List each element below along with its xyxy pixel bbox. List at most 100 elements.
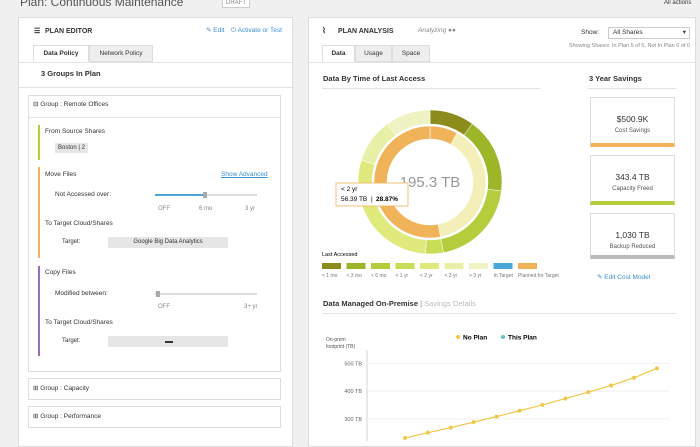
slider-label: OFF — [158, 206, 170, 212]
point — [563, 396, 568, 401]
legend-label: < 6 mo — [371, 273, 387, 279]
slider-label: 3 yr — [245, 206, 256, 212]
group-header[interactable]: ⊟ Group : Remote Offices — [33, 101, 109, 108]
point — [632, 375, 636, 380]
group-count: 3 Groups In Plan — [41, 69, 101, 78]
savings-card: $500.9K Cost Savings — [590, 97, 675, 147]
legend-dot — [456, 335, 460, 339]
section-title: To Target Cloud/Shares — [45, 319, 113, 326]
tooltip-label: < 2 yr — [341, 186, 358, 193]
edit-cost-text[interactable]: Edit Cost Model — [604, 274, 651, 281]
group-box[interactable] — [28, 406, 281, 428]
y-tick-label: 400 TB — [344, 389, 362, 395]
card-value: 343.4 TB — [615, 172, 650, 182]
show-advanced[interactable]: Show Advanced — [221, 171, 268, 178]
legend-swatch — [444, 263, 464, 269]
tab[interactable]: Network Policy — [89, 45, 153, 62]
point — [425, 430, 430, 435]
y-axis-label: footprint (TB) — [326, 344, 356, 350]
analysis-status: Analyzing ●● — [418, 27, 456, 34]
group-name[interactable]: Group : Performance — [40, 413, 101, 420]
field-label: Modified between: — [55, 290, 108, 297]
group-header[interactable]: ⊞ Group : Performance — [33, 413, 101, 420]
group-name[interactable]: Group : Capacity — [40, 385, 90, 392]
legend-swatch — [469, 263, 488, 269]
section-title: Move Files — [45, 171, 77, 178]
savings-title: 3 Year Savings — [589, 74, 642, 83]
point — [517, 408, 522, 413]
edit-cost-model[interactable]: ✎ Edit Cost Model — [597, 274, 651, 281]
activate-link[interactable]: ⏻ Activate or Test — [231, 27, 282, 34]
activate-text[interactable]: Activate or Test — [237, 27, 282, 34]
y-tick-label: 500 TB — [344, 361, 362, 367]
edit-text[interactable]: Edit — [213, 27, 225, 34]
group-box — [28, 95, 281, 372]
draft-badge: DRAFT — [222, 0, 250, 8]
donut-segment — [386, 109, 431, 136]
legend-label: Planned for Target — [518, 273, 559, 279]
point — [471, 420, 476, 425]
group-name[interactable]: Group : Remote Offices — [40, 101, 109, 108]
slider-label: 6 mo — [199, 206, 213, 212]
section-bar — [38, 167, 40, 258]
donut-segment — [373, 125, 441, 239]
card-label: Capacity Freed — [612, 186, 653, 192]
card-value: $500.9K — [616, 114, 649, 124]
line-title-row: Data Managed On-Premise | Savings Detail… — [323, 300, 476, 308]
tab[interactable]: Usage — [355, 45, 392, 62]
section-bar — [38, 266, 40, 356]
show-value[interactable]: All Shares — [613, 29, 643, 36]
legend-label: < 3 yr — [445, 273, 458, 279]
tab[interactable]: Data — [322, 45, 355, 62]
target-field[interactable]: Google Big Data Analytics — [108, 237, 228, 248]
section-bar — [38, 125, 40, 160]
tab[interactable]: Space — [392, 45, 430, 62]
donut-center: 195.3 TB — [400, 174, 461, 191]
tooltip-sep: | — [371, 196, 373, 203]
slider-label: OFF — [158, 304, 170, 310]
group-header[interactable]: ⊞ Group : Capacity — [33, 385, 90, 392]
tab[interactable]: Data Policy — [33, 45, 89, 62]
donut-segment — [425, 238, 444, 255]
card-label: Backup Reduced — [609, 244, 656, 250]
slider-label: 3+ yr — [244, 304, 258, 310]
line — [404, 367, 658, 439]
point — [586, 390, 591, 395]
slider-fill — [155, 194, 205, 196]
show-dropdown[interactable]: All Shares ▾ — [608, 27, 690, 39]
legend-swatch — [371, 263, 390, 269]
all-actions[interactable]: All actions — [664, 0, 692, 6]
field-label: Target: — [62, 338, 81, 344]
analysis-icon: ⌇ — [322, 26, 326, 35]
donut-title: Data By Time of Last Access — [323, 74, 426, 83]
card-value: 1,030 TB — [615, 230, 650, 240]
editor-icon: ☰ — [34, 28, 41, 35]
legend-label: < 1 mo — [322, 273, 338, 279]
legend-label: In Target — [494, 273, 514, 279]
point — [654, 366, 659, 371]
field-label: Target: — [62, 239, 81, 245]
legend-swatch — [493, 263, 513, 269]
analysis-title: PLAN ANALYSIS — [338, 28, 394, 35]
source-chip: Boston | 2 — [55, 143, 88, 153]
legend-label: > 3 yr — [469, 273, 482, 279]
edit-link[interactable]: ✎ Edit — [206, 27, 225, 34]
legend-label: < 2 yr — [420, 273, 433, 279]
tooltip-value: 56.39 TB — [341, 196, 367, 203]
legend-swatch — [395, 263, 415, 269]
legend-dot — [501, 335, 505, 339]
slider-handle[interactable] — [156, 291, 160, 297]
editor-title: PLAN EDITOR — [45, 28, 93, 35]
target-field[interactable] — [108, 336, 228, 347]
slider-handle[interactable] — [203, 192, 207, 198]
point — [403, 435, 407, 440]
legend-label: < 3 mo — [347, 273, 363, 279]
legend-label: No Plan — [463, 335, 487, 342]
savings-card: 1,030 TB Backup Reduced — [590, 213, 675, 259]
point — [609, 383, 614, 388]
field-label: Not Accessed over: — [55, 191, 111, 198]
y-tick-label: 300 TB — [344, 417, 362, 423]
group-box[interactable] — [28, 378, 281, 400]
legend-label: < 1 yr — [396, 273, 409, 279]
savings-link[interactable]: Savings Details — [424, 299, 476, 308]
